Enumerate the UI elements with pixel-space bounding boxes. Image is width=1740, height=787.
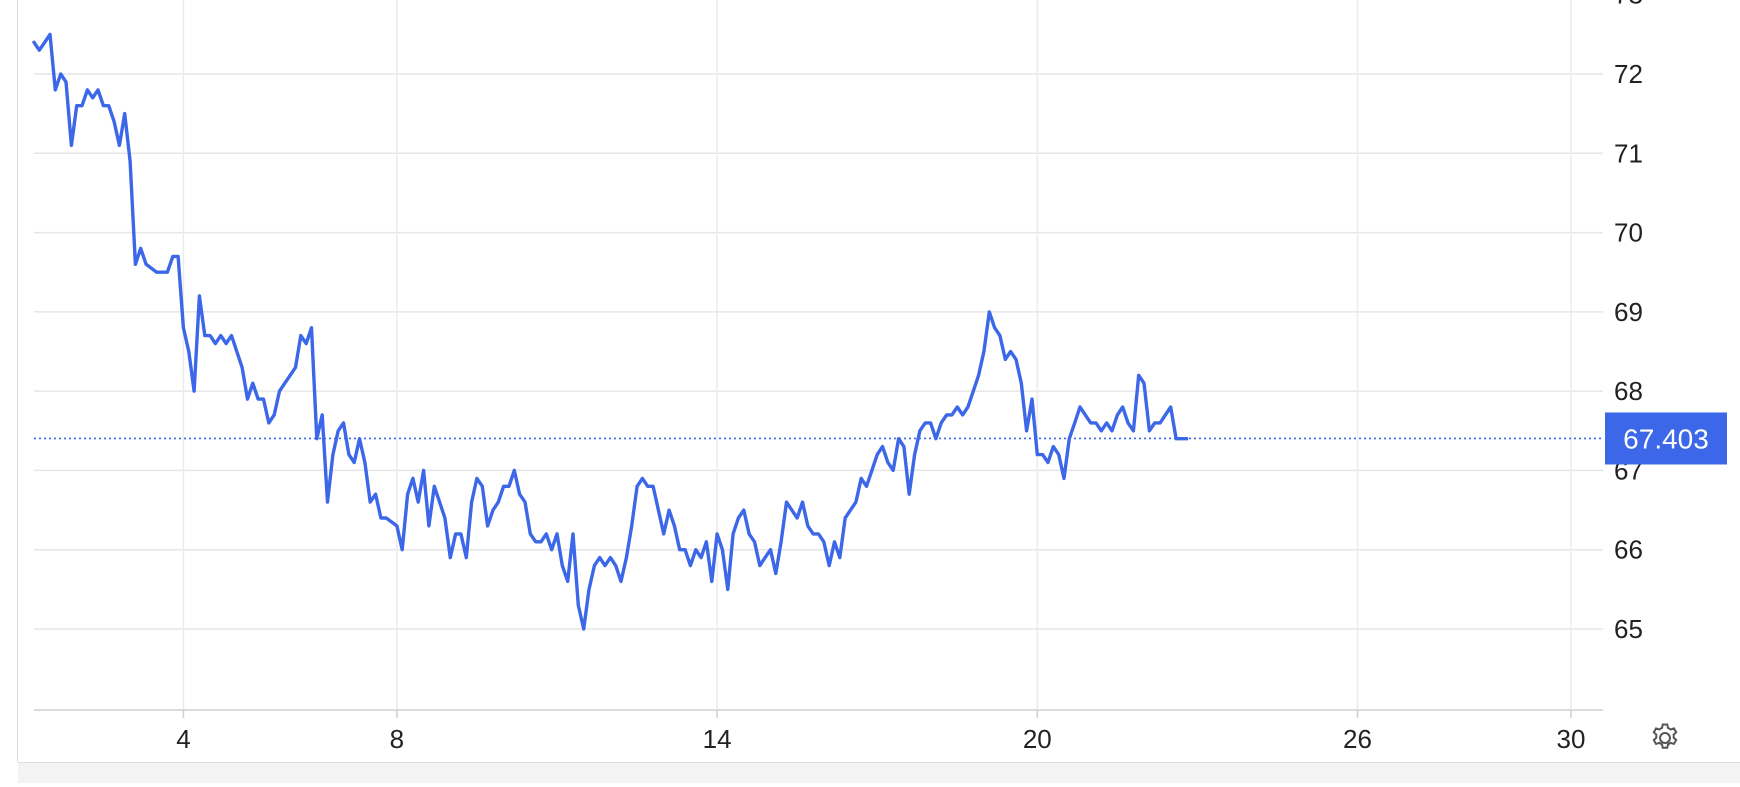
y-tick-label: 65 bbox=[1614, 614, 1643, 644]
x-tick-label: 14 bbox=[703, 724, 732, 754]
x-tick-label: 4 bbox=[176, 724, 190, 754]
x-tick-label: 26 bbox=[1343, 724, 1372, 754]
last-value-badge bbox=[1605, 412, 1727, 465]
settings-button[interactable] bbox=[1645, 718, 1685, 758]
x-tick-label: 20 bbox=[1023, 724, 1052, 754]
y-tick-label: 72 bbox=[1614, 59, 1643, 89]
bottom-strip bbox=[18, 762, 1740, 783]
chart-left-border bbox=[17, 0, 18, 762]
price-series-line bbox=[32, 32, 1189, 631]
y-tick-label: 66 bbox=[1614, 535, 1643, 565]
y-tick-label: 73 bbox=[1614, 0, 1643, 10]
y-tick-label: 68 bbox=[1614, 376, 1643, 406]
gear-icon bbox=[1652, 723, 1678, 749]
y-tick-label: 70 bbox=[1614, 218, 1643, 248]
last-value-label: 67.403 bbox=[1623, 423, 1709, 454]
x-tick-label: 8 bbox=[390, 724, 404, 754]
x-tick-label: 30 bbox=[1557, 724, 1586, 754]
y-tick-label: 71 bbox=[1614, 138, 1643, 168]
y-tick-label: 69 bbox=[1614, 297, 1643, 327]
